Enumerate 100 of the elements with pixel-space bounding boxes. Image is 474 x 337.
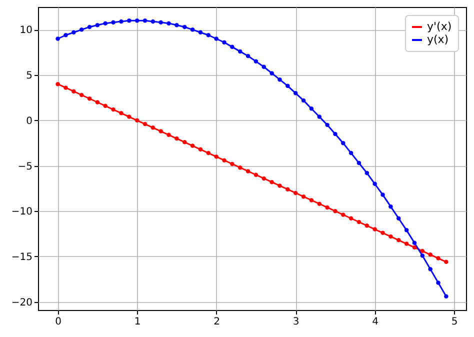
point (142, 122, 148, 126)
point (182, 140, 187, 144)
point (436, 280, 440, 285)
point (87, 24, 92, 30)
point (286, 84, 290, 88)
point (158, 129, 163, 134)
point (238, 49, 242, 54)
point (230, 44, 234, 50)
point (222, 40, 226, 44)
point (428, 267, 432, 272)
point (444, 294, 448, 299)
point (134, 18, 140, 23)
point (190, 144, 195, 148)
point (372, 227, 377, 232)
point (246, 169, 250, 174)
point (262, 64, 266, 69)
point (317, 114, 322, 119)
point (111, 107, 116, 112)
legend-label: y(x) (427, 33, 449, 46)
point (150, 126, 156, 130)
x-tick-label: 3 (292, 316, 300, 328)
point (278, 77, 282, 82)
x-tick-label: 0 (55, 316, 62, 328)
point (333, 209, 338, 214)
point (420, 253, 425, 258)
point (309, 198, 314, 202)
point (103, 104, 108, 108)
point (325, 122, 330, 128)
x-tick-label: 4 (372, 316, 379, 328)
point (293, 91, 298, 96)
point (127, 18, 132, 23)
point (142, 18, 148, 23)
point (103, 21, 108, 26)
point (254, 59, 258, 64)
x-tick-label: 1 (134, 316, 141, 328)
point (420, 248, 425, 254)
point (64, 33, 68, 38)
point (158, 20, 163, 25)
point (198, 30, 203, 35)
point (348, 150, 354, 156)
point (206, 150, 211, 156)
point (356, 220, 362, 224)
point (278, 184, 282, 188)
point (214, 154, 218, 159)
point (79, 28, 84, 32)
point (364, 224, 370, 228)
point (238, 165, 242, 170)
point (119, 111, 124, 116)
y-tick-label: −20 (11, 297, 32, 308)
point (348, 216, 354, 220)
legend-label: y'(x) (427, 20, 452, 33)
point (333, 132, 338, 136)
point (64, 86, 68, 90)
point (301, 194, 306, 199)
point (206, 33, 211, 38)
point (198, 147, 203, 152)
point (388, 234, 393, 239)
point (246, 54, 250, 58)
point (412, 245, 417, 250)
point (404, 228, 409, 232)
point (166, 132, 171, 138)
y-tick-label: −5 (18, 161, 32, 172)
point (262, 176, 266, 181)
point (325, 205, 330, 210)
point (119, 19, 124, 24)
point (230, 162, 234, 166)
point (388, 204, 393, 209)
point (134, 118, 140, 123)
y-tick-label: −15 (11, 252, 32, 263)
point (222, 158, 226, 162)
point (79, 92, 84, 98)
point (317, 202, 322, 206)
point (412, 240, 417, 245)
x-tick-label: 5 (451, 316, 458, 328)
point (428, 252, 432, 257)
point (127, 114, 132, 119)
point (341, 140, 346, 146)
point (150, 19, 156, 24)
point (56, 36, 60, 41)
point (309, 106, 314, 111)
point (286, 187, 290, 192)
point (166, 21, 171, 26)
point (356, 160, 362, 166)
x-tick-label: 2 (214, 316, 220, 328)
point (396, 216, 401, 220)
y-tick-label: 10 (20, 25, 32, 36)
point (174, 23, 179, 28)
point (270, 180, 274, 184)
point (341, 212, 346, 217)
point (174, 136, 179, 141)
point (270, 71, 274, 76)
point (111, 20, 116, 25)
point (436, 256, 440, 260)
point (72, 30, 76, 35)
point (396, 238, 401, 242)
point (95, 23, 100, 28)
point (404, 242, 409, 246)
point (364, 170, 370, 176)
point (182, 24, 187, 30)
point (380, 192, 385, 197)
